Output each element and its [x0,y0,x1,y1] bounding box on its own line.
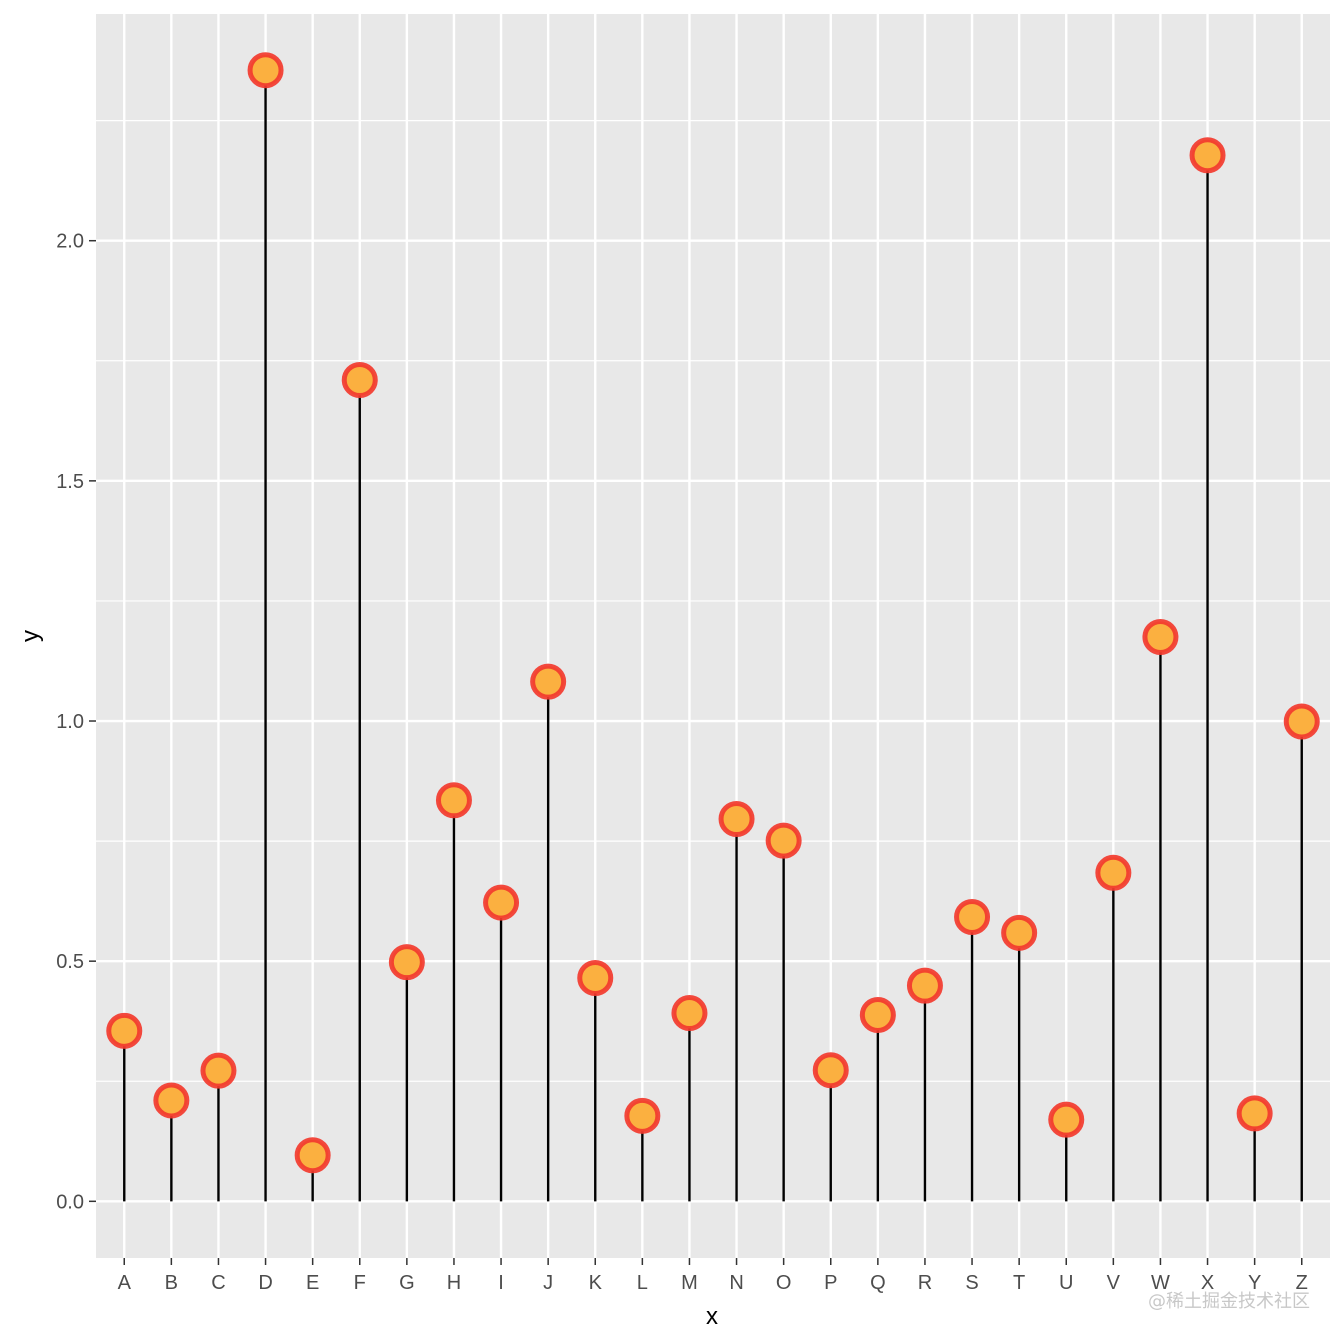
lollipop-marker [577,959,614,996]
x-tick-label: X [1201,1272,1214,1294]
x-axis: A B C D E F G H I J K L M N O P Q R S T U V W X Y Z [118,1258,1308,1294]
lollipop-marker [106,1012,143,1049]
minor-gridlines [96,120,1330,1082]
lollipop-marker [1048,1101,1085,1138]
y-tick-label: 1.5 [56,471,84,493]
y-axis-title: y [17,630,44,642]
lollipop-marker [1189,137,1226,174]
lollipop-marker [1142,618,1179,655]
lollipop-marker [954,898,991,935]
x-tick-label: W [1151,1272,1170,1294]
x-tick-label: Z [1296,1272,1308,1294]
lollipop-marker [859,996,896,1033]
x-tick-label: R [918,1272,932,1294]
x-tick-label: T [1013,1272,1025,1294]
y-tick-label: 0.5 [56,951,84,973]
lollipop-marker [200,1052,237,1089]
x-tick-label: S [965,1272,978,1294]
x-tick-label: V [1107,1272,1121,1294]
x-tick-label: J [543,1272,553,1294]
x-tick-label: U [1059,1272,1073,1294]
plot-panel [96,14,1330,1258]
x-tick-label: H [447,1272,461,1294]
lollipop-marker [153,1082,190,1119]
x-tick-label: C [211,1272,225,1294]
x-tick-label: Q [870,1272,886,1294]
lollipop-marker [906,967,943,1004]
y-axis: 0.0 0.5 1.0 1.5 2.0 [56,231,96,1213]
lollipop-marker [388,944,425,981]
lollipop-marker [718,800,755,837]
x-tick-label: F [354,1272,366,1294]
lollipop-marker [530,663,567,700]
lollipop-marker [294,1137,331,1174]
x-tick-label: E [306,1272,319,1294]
lollipop-marker [624,1097,661,1134]
lollipop-marker [1001,914,1038,951]
lollipop-marker [247,52,284,89]
lollipop-marker [1236,1095,1273,1132]
x-tick-label: I [498,1272,504,1294]
y-tick-label: 0.0 [56,1191,84,1213]
x-tick-label: L [637,1272,648,1294]
x-tick-label: M [681,1272,698,1294]
y-tick-label: 1.0 [56,711,84,733]
x-tick-label: D [258,1272,272,1294]
x-tick-label: G [399,1272,415,1294]
lollipop-stems [123,70,1303,1202]
lollipop-marker [812,1052,849,1089]
x-axis-title: x [706,1303,718,1330]
x-tick-label: Y [1248,1272,1261,1294]
lollipop-markers [106,52,1320,1174]
x-tick-label: A [118,1272,132,1294]
x-tick-label: B [165,1272,178,1294]
lollipop-marker [671,995,708,1032]
watermark-text: @稀土掘金技术社区 [1148,1291,1310,1312]
lollipop-marker [1283,703,1320,740]
lollipop-marker [435,782,472,819]
x-tick-label: P [824,1272,837,1294]
x-tick-label: O [776,1272,792,1294]
lollipop-marker [341,361,378,398]
lollipop-marker [483,884,520,921]
x-tick-label: N [729,1272,743,1294]
x-tick-label: K [589,1272,603,1294]
y-tick-label: 2.0 [56,231,84,253]
lollipop-marker [1095,854,1132,891]
lollipop-marker [765,822,802,859]
